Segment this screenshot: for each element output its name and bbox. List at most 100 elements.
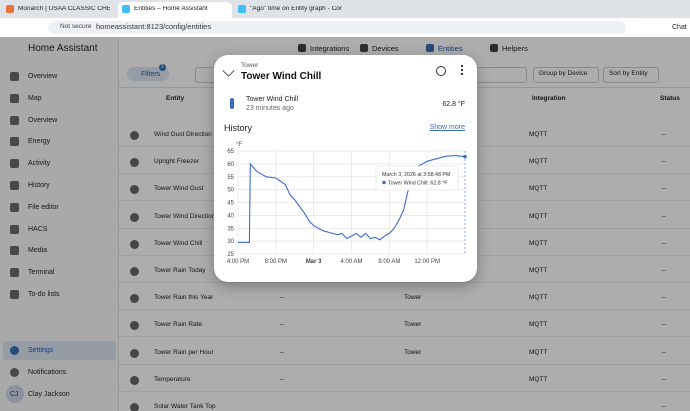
- column-header[interactable]: Status: [660, 95, 680, 102]
- status-cell: –: [662, 321, 666, 329]
- row-divider: [119, 363, 690, 365]
- header-tab[interactable]: Entities: [438, 44, 463, 53]
- entity-name[interactable]: Wind Gust Direction: [154, 131, 212, 138]
- y-tick-label: 40: [227, 213, 234, 219]
- nav-icon: [10, 115, 19, 125]
- app-title: Home Assistant: [28, 43, 98, 54]
- status-cell: –: [662, 185, 666, 193]
- nav-icon: [10, 224, 19, 234]
- integration-cell: MQTT: [529, 212, 548, 220]
- nav-item[interactable]: Activity: [28, 160, 51, 168]
- status-cell: –: [662, 348, 666, 356]
- tab-title[interactable]: Monarch | USAA CLASSIC CHECKI: [18, 6, 110, 12]
- entity-name[interactable]: Tower Wind Chill: [154, 239, 203, 247]
- y-tick-label: 65: [227, 149, 234, 155]
- device-cell: Tower: [404, 321, 422, 329]
- nav-item[interactable]: File editor: [28, 203, 59, 211]
- tab-icon: [426, 44, 434, 52]
- nav-icon: [10, 246, 19, 256]
- filters-label[interactable]: Filters: [141, 71, 161, 78]
- x-tick-label: 4:00 AM: [340, 259, 362, 265]
- device-cell: Tower: [404, 348, 422, 356]
- x-tick-label: 8:00 AM: [378, 259, 400, 265]
- y-tick-label: 55: [227, 175, 234, 181]
- nav-icon: [10, 93, 19, 103]
- column-header[interactable]: Integration: [532, 95, 566, 102]
- nav-item[interactable]: Overview: [28, 116, 58, 124]
- header-tab[interactable]: Devices: [372, 44, 399, 53]
- nav-item[interactable]: Terminal: [28, 269, 55, 277]
- sort-by-button[interactable]: [603, 67, 659, 83]
- entity-name[interactable]: Upright Freezer: [154, 158, 200, 166]
- status-cell: –: [662, 158, 666, 166]
- integration-cell: MQTT: [529, 185, 548, 193]
- group-by-button[interactable]: [533, 67, 599, 83]
- filters-button[interactable]: [127, 67, 169, 81]
- entity-state: 62.8 °F: [442, 101, 465, 108]
- integration-cell: MQTT: [529, 267, 548, 274]
- status-cell: –: [662, 403, 666, 410]
- entity-icon: [130, 212, 139, 222]
- tooltip-marker: [382, 180, 386, 185]
- area-cell: –: [280, 375, 284, 383]
- entity-name[interactable]: Tower Rain Rate: [154, 321, 203, 329]
- history-chart: °F 25 30 35 40 45 50 55 60 65 4:00 PM 8:00 PM Mar 3 4…: [227, 142, 467, 265]
- nav-item[interactable]: HACS: [28, 225, 48, 233]
- row-divider: [119, 390, 690, 392]
- entity-name[interactable]: Tower Rain this Year: [154, 294, 214, 302]
- group-by[interactable]: Group by Device: [539, 70, 588, 77]
- sort-by[interactable]: Sort by Entity: [609, 70, 648, 77]
- y-tick-label: 35: [227, 226, 234, 232]
- integration-cell: MQTT: [529, 294, 548, 302]
- entity-name[interactable]: Solar Water Tank Top: [154, 403, 216, 410]
- user-name[interactable]: Clay Jackson: [28, 391, 70, 398]
- url-field[interactable]: [48, 21, 626, 34]
- area-cell: –: [280, 321, 284, 329]
- integration-cell: MQTT: [529, 131, 548, 138]
- tab-title[interactable]: Entities – Home Assistant: [134, 6, 208, 12]
- nav-icon: [10, 202, 19, 212]
- entity-name[interactable]: Tower Wind Gust: [154, 185, 204, 193]
- hover-point: [463, 154, 467, 159]
- entity-name[interactable]: Temperature: [154, 375, 191, 383]
- x-tick-label: 4:00 PM: [227, 259, 249, 265]
- entity-name[interactable]: Tower Rain per Hour: [154, 348, 214, 356]
- entity-icon: [130, 375, 139, 385]
- y-tick-label: 60: [227, 162, 234, 168]
- y-tick-label: 45: [227, 201, 234, 207]
- nav-item[interactable]: Map: [28, 94, 42, 102]
- nav-item[interactable]: History: [28, 182, 50, 189]
- tooltip: [375, 165, 459, 191]
- nav-item[interactable]: To-do lists: [28, 291, 60, 298]
- entity-icon: [130, 158, 139, 168]
- show-more-link[interactable]: Show more: [429, 124, 465, 131]
- tab-title[interactable]: "Ago" time on Entity graph - Com: [250, 6, 342, 12]
- column-header[interactable]: Entity: [166, 95, 185, 102]
- entity-icon: [130, 131, 139, 140]
- dialog-title: Tower Wind Chill: [241, 71, 322, 82]
- nav-item[interactable]: Energy: [28, 138, 51, 146]
- filter-badge: 1: [159, 64, 166, 71]
- entity-icon: [130, 267, 139, 276]
- tab-icon: [6, 5, 14, 13]
- device-cell: Tower: [404, 294, 422, 302]
- x-tick-label: 8:00 PM: [265, 259, 287, 265]
- nav-item[interactable]: Notifications: [28, 369, 67, 376]
- tooltip-value: Tower Wind Chill: 62.8 °F: [388, 181, 448, 187]
- avatar: [6, 385, 24, 403]
- header-tab[interactable]: Helpers: [502, 44, 528, 53]
- nav-item[interactable]: Overview: [28, 73, 58, 80]
- integration-cell: MQTT: [529, 375, 548, 383]
- nav-item[interactable]: Settings: [28, 347, 54, 354]
- entity-name[interactable]: Tower Wind Direction: [154, 212, 216, 220]
- header-tab[interactable]: Integrations: [310, 44, 350, 53]
- settings-highlight: [3, 341, 116, 360]
- entity-name[interactable]: Tower Rain Today: [154, 267, 206, 274]
- chat-button[interactable]: Chat: [672, 24, 687, 31]
- security-label: Not secure: [60, 23, 92, 30]
- nav-item[interactable]: Media: [28, 247, 48, 255]
- status-cell: –: [662, 239, 666, 247]
- entity-icon: [130, 294, 139, 304]
- active-tab[interactable]: [118, 2, 232, 18]
